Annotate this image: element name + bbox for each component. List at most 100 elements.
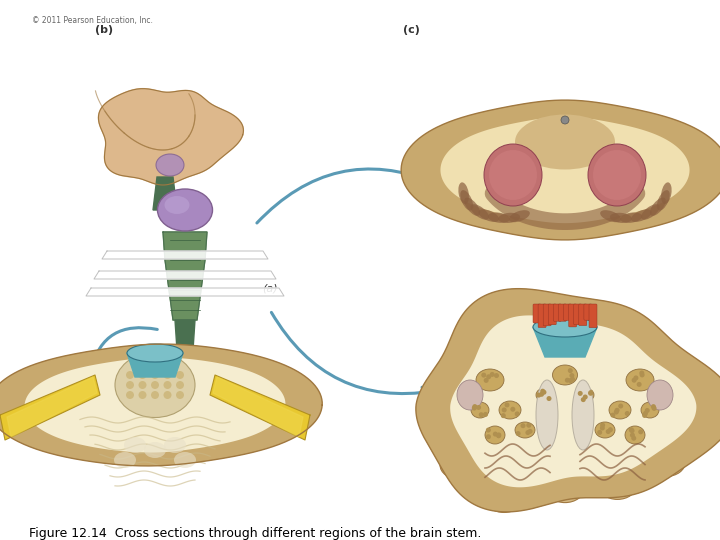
Circle shape xyxy=(608,427,613,432)
Ellipse shape xyxy=(489,150,537,200)
Polygon shape xyxy=(416,289,720,512)
Circle shape xyxy=(472,404,477,409)
Ellipse shape xyxy=(174,452,196,468)
Ellipse shape xyxy=(459,183,469,204)
Circle shape xyxy=(570,373,575,378)
FancyBboxPatch shape xyxy=(538,304,546,328)
Text: Figure 12.14  Cross sections through different regions of the brain stem.: Figure 12.14 Cross sections through diff… xyxy=(29,526,481,539)
Ellipse shape xyxy=(552,365,577,385)
Circle shape xyxy=(481,373,486,377)
Ellipse shape xyxy=(657,190,670,211)
Circle shape xyxy=(636,382,642,387)
Circle shape xyxy=(163,381,171,389)
Circle shape xyxy=(588,390,593,395)
Circle shape xyxy=(541,390,546,395)
Circle shape xyxy=(496,433,501,437)
Circle shape xyxy=(528,429,533,434)
Polygon shape xyxy=(401,100,720,240)
Circle shape xyxy=(631,436,636,441)
Ellipse shape xyxy=(460,190,473,211)
Polygon shape xyxy=(0,347,315,463)
Polygon shape xyxy=(416,106,714,233)
Ellipse shape xyxy=(593,150,641,200)
Polygon shape xyxy=(35,361,276,449)
Circle shape xyxy=(501,413,506,418)
Circle shape xyxy=(138,371,146,379)
Polygon shape xyxy=(0,344,323,466)
Ellipse shape xyxy=(576,388,594,402)
Ellipse shape xyxy=(164,196,189,214)
FancyBboxPatch shape xyxy=(533,304,541,323)
Circle shape xyxy=(516,431,521,436)
Polygon shape xyxy=(7,377,97,437)
Ellipse shape xyxy=(144,442,166,458)
Ellipse shape xyxy=(661,183,672,204)
Polygon shape xyxy=(401,100,720,240)
Ellipse shape xyxy=(470,204,489,220)
Ellipse shape xyxy=(485,426,505,444)
Polygon shape xyxy=(439,117,690,224)
Circle shape xyxy=(484,378,489,383)
Ellipse shape xyxy=(515,422,535,438)
Circle shape xyxy=(582,395,588,400)
Ellipse shape xyxy=(546,475,584,503)
Ellipse shape xyxy=(641,204,660,220)
Circle shape xyxy=(496,433,501,438)
Ellipse shape xyxy=(498,213,520,223)
FancyBboxPatch shape xyxy=(579,304,587,326)
Ellipse shape xyxy=(488,212,510,223)
Ellipse shape xyxy=(485,484,523,512)
Ellipse shape xyxy=(536,380,558,450)
Ellipse shape xyxy=(509,210,530,222)
Polygon shape xyxy=(424,110,706,230)
Ellipse shape xyxy=(115,353,195,417)
Ellipse shape xyxy=(621,212,642,223)
Circle shape xyxy=(642,413,647,418)
Polygon shape xyxy=(0,344,323,466)
Polygon shape xyxy=(86,288,284,296)
Polygon shape xyxy=(94,271,276,279)
Circle shape xyxy=(564,377,570,383)
Circle shape xyxy=(526,423,531,428)
Polygon shape xyxy=(12,353,299,457)
Circle shape xyxy=(494,373,499,378)
Polygon shape xyxy=(213,377,303,437)
Circle shape xyxy=(540,389,545,394)
Circle shape xyxy=(486,434,491,439)
Circle shape xyxy=(536,393,541,397)
Ellipse shape xyxy=(478,210,499,222)
Ellipse shape xyxy=(484,144,542,206)
Polygon shape xyxy=(533,327,597,357)
Circle shape xyxy=(606,429,611,434)
Ellipse shape xyxy=(647,380,673,410)
Ellipse shape xyxy=(164,437,186,453)
Circle shape xyxy=(643,411,648,416)
FancyBboxPatch shape xyxy=(589,304,597,328)
Circle shape xyxy=(631,377,636,383)
Polygon shape xyxy=(127,353,183,377)
Polygon shape xyxy=(99,89,243,185)
Ellipse shape xyxy=(499,401,521,419)
FancyBboxPatch shape xyxy=(559,304,567,321)
Circle shape xyxy=(577,391,582,396)
Ellipse shape xyxy=(457,380,483,410)
Text: (b): (b) xyxy=(95,25,114,35)
Ellipse shape xyxy=(631,210,652,222)
Circle shape xyxy=(629,427,634,432)
Circle shape xyxy=(568,368,573,373)
Circle shape xyxy=(492,431,498,436)
Polygon shape xyxy=(458,321,688,482)
Circle shape xyxy=(138,391,146,399)
Polygon shape xyxy=(163,232,207,320)
Circle shape xyxy=(526,430,531,435)
Polygon shape xyxy=(153,177,177,210)
Circle shape xyxy=(568,378,573,383)
Ellipse shape xyxy=(588,144,646,206)
Polygon shape xyxy=(450,315,696,487)
Circle shape xyxy=(472,406,477,410)
Circle shape xyxy=(176,381,184,389)
Ellipse shape xyxy=(471,402,489,418)
Ellipse shape xyxy=(572,380,594,450)
Circle shape xyxy=(639,373,644,377)
Ellipse shape xyxy=(610,213,631,223)
